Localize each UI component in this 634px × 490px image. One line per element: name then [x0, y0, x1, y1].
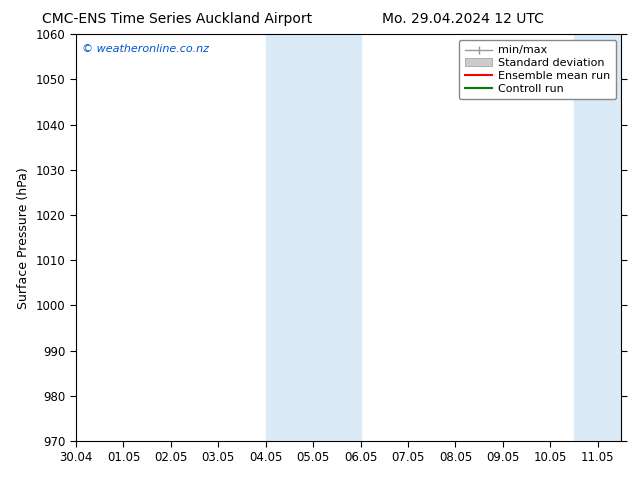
Bar — [574, 34, 621, 441]
Bar — [266, 34, 361, 441]
Y-axis label: Surface Pressure (hPa): Surface Pressure (hPa) — [17, 167, 30, 309]
Text: © weatheronline.co.nz: © weatheronline.co.nz — [82, 45, 209, 54]
Legend: min/max, Standard deviation, Ensemble mean run, Controll run: min/max, Standard deviation, Ensemble me… — [459, 40, 616, 99]
Text: Mo. 29.04.2024 12 UTC: Mo. 29.04.2024 12 UTC — [382, 12, 544, 26]
Text: CMC-ENS Time Series Auckland Airport: CMC-ENS Time Series Auckland Airport — [42, 12, 313, 26]
